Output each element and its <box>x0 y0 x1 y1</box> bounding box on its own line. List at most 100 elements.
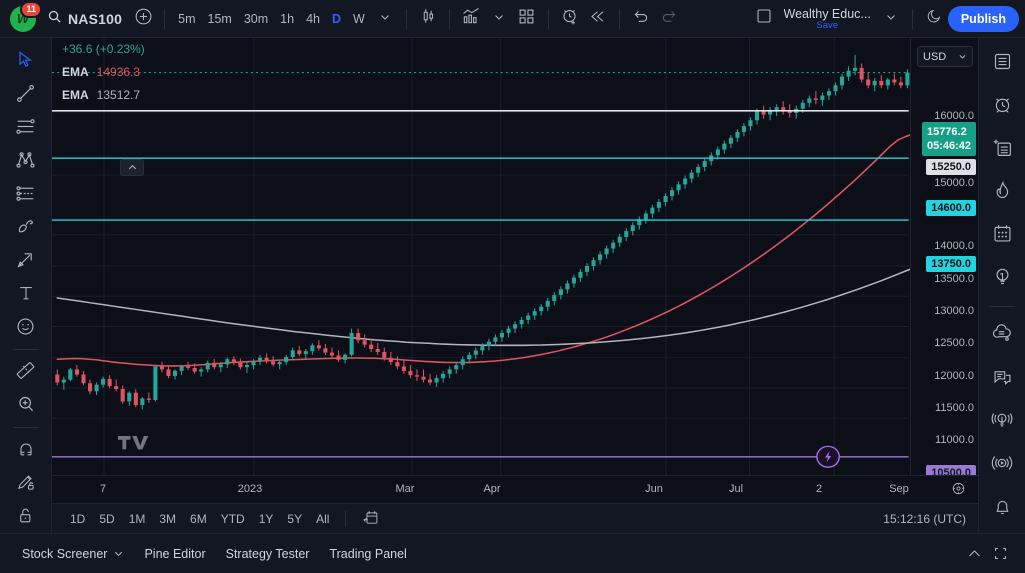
clock-label[interactable]: 15:12:16 (UTC) <box>883 511 966 526</box>
range-all[interactable]: All <box>316 511 330 526</box>
alerts-button[interactable] <box>985 89 1019 121</box>
timeframe-more-button[interactable] <box>371 5 399 33</box>
legend-collapse-button[interactable] <box>120 159 144 176</box>
fullscreen-button[interactable] <box>987 541 1013 567</box>
candle-body <box>218 364 223 368</box>
ideas-button[interactable] <box>985 261 1019 293</box>
zoom-in-tool[interactable] <box>9 389 43 420</box>
range-1d[interactable]: 1D <box>70 511 86 526</box>
chevron-down-icon <box>959 55 966 59</box>
notifications-button[interactable] <box>985 490 1019 522</box>
hotlist-button[interactable] <box>985 175 1019 207</box>
range-6m[interactable]: 6M <box>190 511 207 526</box>
candle-body <box>454 364 459 370</box>
symbol-search-button[interactable]: NAS100 <box>40 5 129 33</box>
fib-retracement-tool[interactable] <box>9 178 43 209</box>
undo-button[interactable] <box>627 5 655 33</box>
account-logo[interactable]: W 11 <box>6 0 42 36</box>
tab-strategy-tester[interactable]: Strategy Tester <box>225 546 310 561</box>
candle-body <box>833 85 838 92</box>
level-14600-label[interactable]: 14600.0 <box>926 200 976 216</box>
candle-body <box>329 352 334 356</box>
toolbar-divider <box>448 8 450 29</box>
theme-toggle-button[interactable] <box>920 5 948 33</box>
indicators-more-button[interactable] <box>485 5 513 33</box>
chart-type-button[interactable] <box>414 5 442 33</box>
currency-selector[interactable]: USD <box>917 46 973 67</box>
candle-body <box>55 374 60 383</box>
lock-drawings-tool[interactable] <box>9 500 43 531</box>
candle-body <box>284 357 289 363</box>
timeframe-15m[interactable]: 15m <box>207 11 232 26</box>
timeframe-4h[interactable]: 4h <box>306 11 320 26</box>
indicators-button[interactable] <box>457 5 485 33</box>
public-chat-button[interactable] <box>985 361 1019 393</box>
price-scale[interactable]: USD 16000.0 15000.0 14000.0 13500.0 13000.0 1… <box>910 38 978 475</box>
candle-body <box>421 376 426 380</box>
range-3m[interactable]: 3M <box>159 511 177 526</box>
bar-replay-button[interactable] <box>584 5 612 33</box>
create-alert-button[interactable] <box>556 5 584 33</box>
cursor-tool[interactable] <box>9 44 43 75</box>
candle-body <box>486 341 491 347</box>
candle-body <box>813 98 818 100</box>
tradingview-watermark <box>118 434 150 459</box>
go-to-date-button[interactable] <box>356 506 385 532</box>
chat-button[interactable] <box>985 318 1019 350</box>
timeframe-1h[interactable]: 1h <box>280 11 295 26</box>
timeframe-30m[interactable]: 30m <box>243 11 269 26</box>
range-ytd[interactable]: YTD <box>220 511 245 526</box>
layout-menu-button[interactable] <box>877 5 905 33</box>
last-price-label[interactable]: 15776.2 05:46:42 <box>921 122 976 156</box>
calendar-button[interactable] <box>985 218 1019 250</box>
data-window-button[interactable] <box>985 132 1019 164</box>
tab-pine-editor[interactable]: Pine Editor <box>144 546 206 561</box>
alarm-clock-add-icon <box>560 7 579 31</box>
arrow-marker-tool[interactable] <box>9 244 43 275</box>
range-1y[interactable]: 1Y <box>258 511 274 526</box>
candle-body <box>643 213 648 220</box>
timeframe-5m[interactable]: 5m <box>178 11 196 26</box>
candlestick-chart-icon <box>419 7 437 30</box>
text-tool[interactable] <box>9 278 43 309</box>
redo-button[interactable] <box>655 5 683 33</box>
range-5y[interactable]: 5Y <box>287 511 303 526</box>
watchlist-button[interactable] <box>985 46 1019 78</box>
notifications-bell-icon <box>996 500 1008 514</box>
brush-tool[interactable] <box>9 211 43 242</box>
measure-ruler-tool[interactable] <box>9 355 43 386</box>
pitchfork-tool[interactable] <box>9 144 43 175</box>
layout-save-link[interactable]: Save <box>816 19 839 31</box>
timeframe-d[interactable]: D <box>331 11 341 26</box>
broadcast-button[interactable] <box>985 447 1019 479</box>
chart-settings-button[interactable] <box>951 481 966 501</box>
magnet-tool[interactable] <box>9 433 43 464</box>
layout-select-button[interactable] <box>750 5 778 33</box>
toolbar-divider <box>12 349 39 351</box>
resistance-line-label[interactable]: 15250.0 <box>926 159 976 175</box>
tab-stock-screener[interactable]: Stock Screener <box>12 542 134 566</box>
tab-trading-panel[interactable]: Trading Panel <box>329 546 407 561</box>
public-chat-icon <box>993 371 1011 385</box>
level-10500-label[interactable]: 10500.0 <box>926 465 976 475</box>
emoji-tool[interactable] <box>9 311 43 342</box>
expand-panel-button[interactable] <box>961 541 987 567</box>
add-symbol-button[interactable] <box>129 5 157 33</box>
candle-body <box>375 349 380 352</box>
horizontal-lines-tool[interactable] <box>9 111 43 142</box>
timeframe-w[interactable]: W <box>353 11 365 26</box>
range-1m[interactable]: 1M <box>128 511 146 526</box>
earnings-marker <box>816 445 841 468</box>
level-13750-label[interactable]: 13750.0 <box>926 256 976 272</box>
trend-line-tool[interactable] <box>9 77 43 108</box>
chart-canvas[interactable]: +36.6 (+0.23%) EMA 14936.3 EMA 13512.7 <box>52 38 978 475</box>
drawing-mode-lock-tool[interactable] <box>9 466 43 497</box>
publish-button[interactable]: Publish <box>947 5 1019 32</box>
ema-line-1 <box>56 266 915 347</box>
layout-name-button[interactable]: Wealthy Educ... Save <box>778 7 877 31</box>
layout-templates-button[interactable] <box>513 5 541 33</box>
ideas-stream-button[interactable] <box>985 404 1019 436</box>
range-5d[interactable]: 5D <box>99 511 115 526</box>
chart-column: +36.6 (+0.23%) EMA 14936.3 EMA 13512.7 <box>52 38 978 533</box>
time-scale[interactable]: 7 2023 Mar Apr Jun Jul 2 Sep <box>52 475 978 503</box>
